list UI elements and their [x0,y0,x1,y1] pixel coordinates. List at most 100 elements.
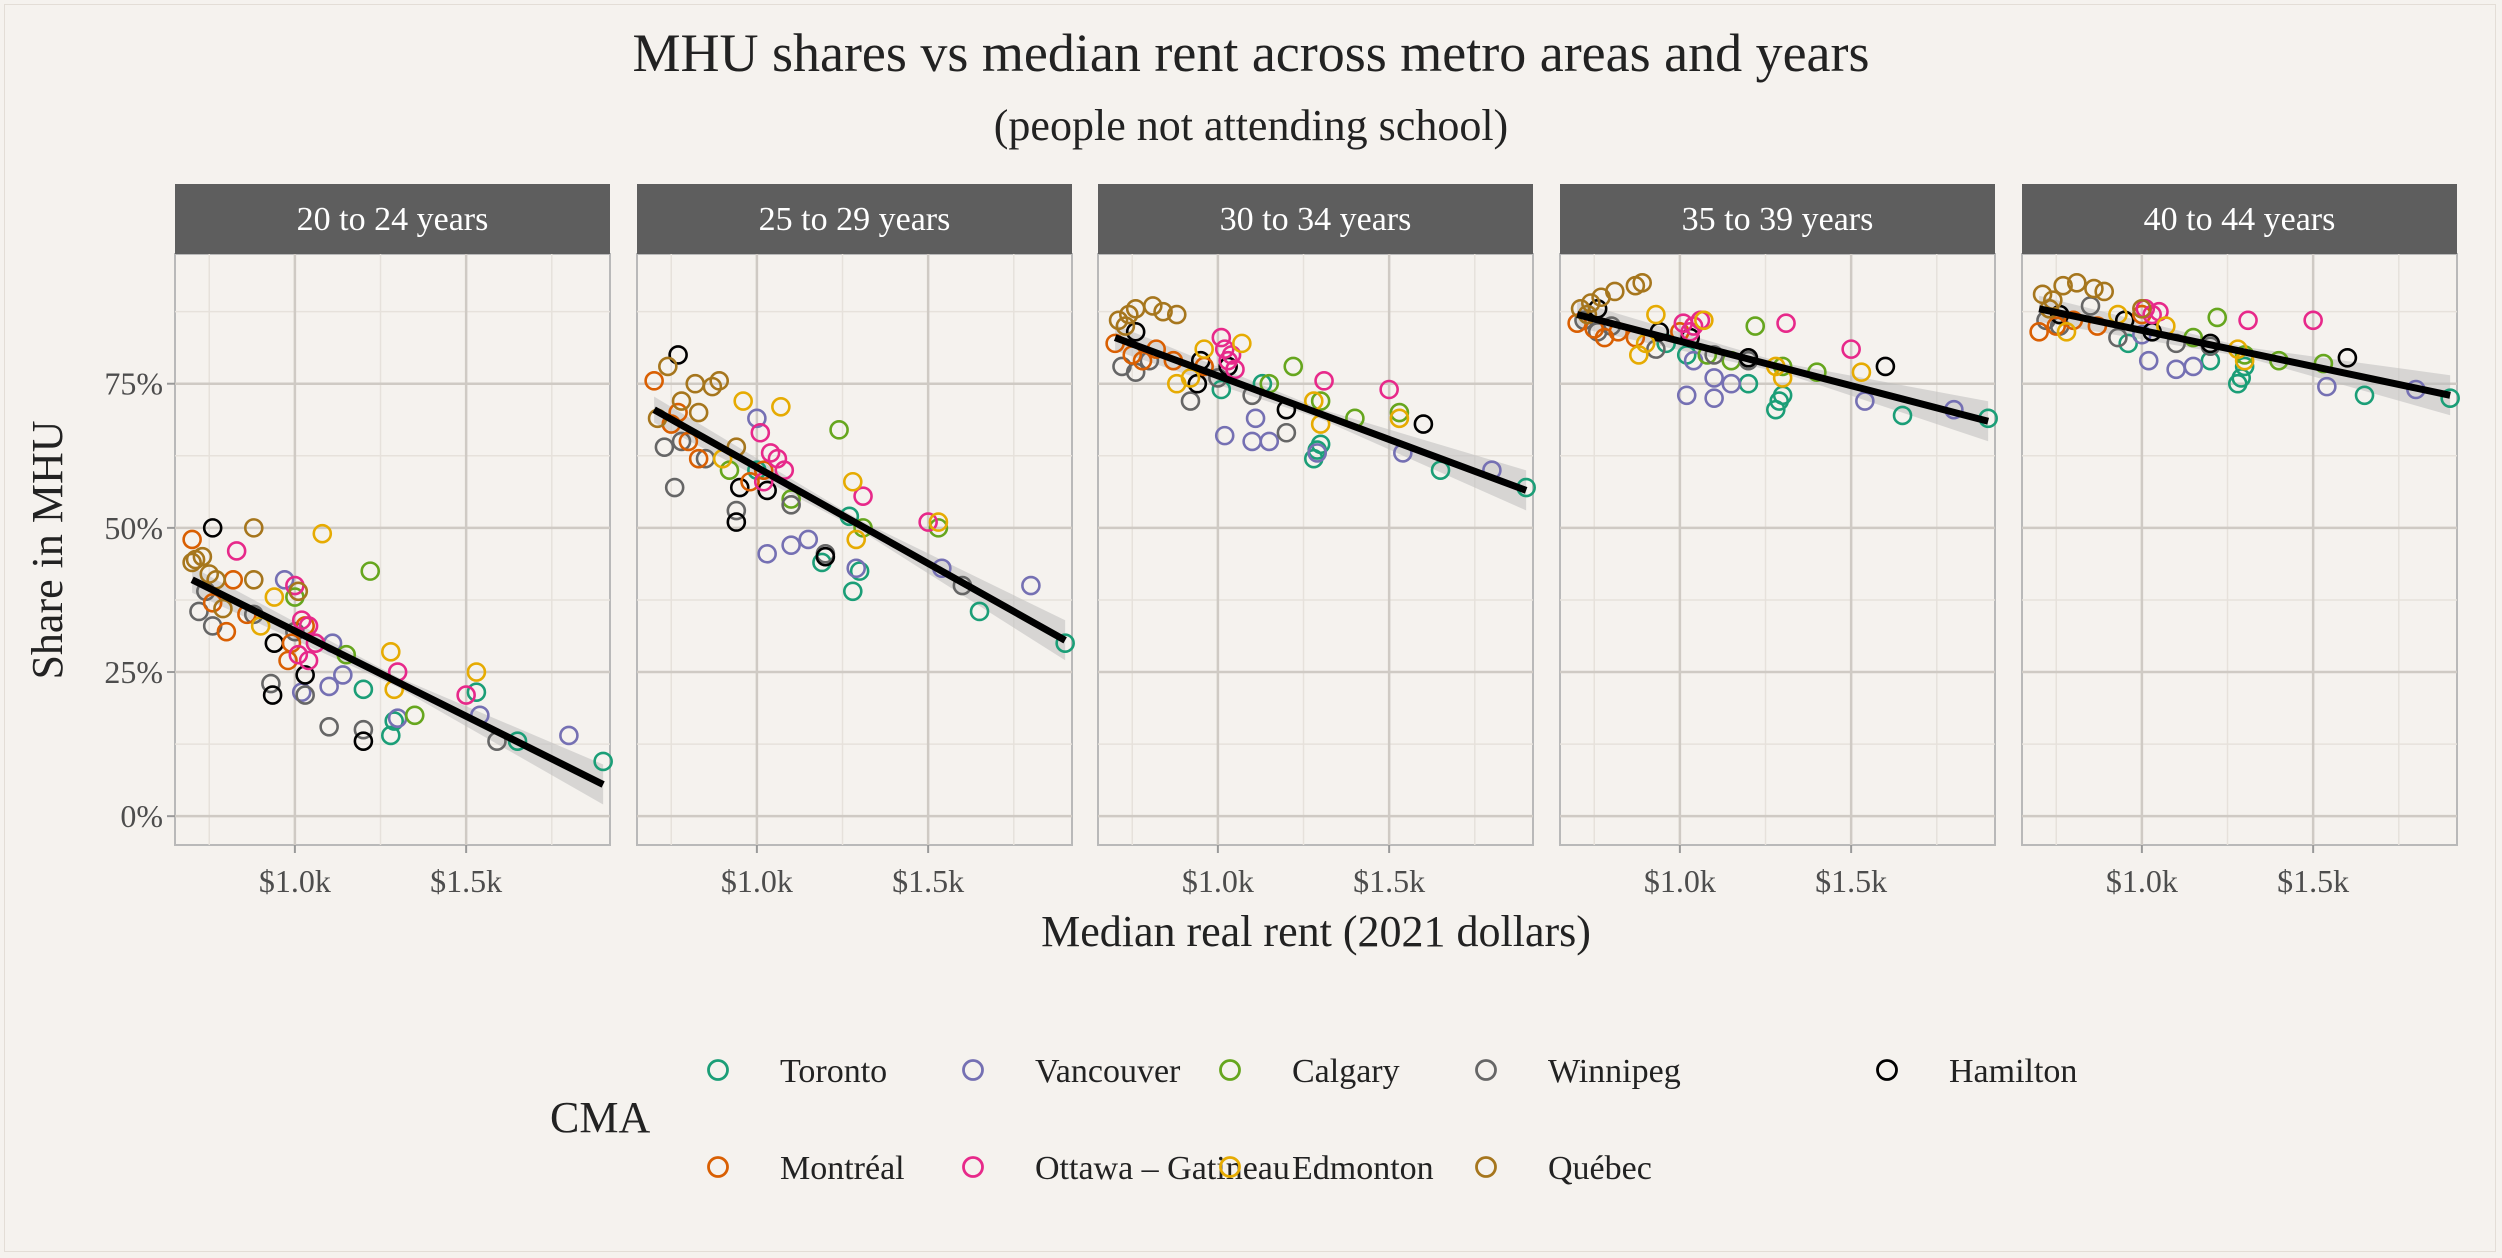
data-point [2118,333,2138,354]
data-point [2094,281,2115,302]
data-point [1153,301,1173,322]
data-point [1232,333,1252,354]
facet-label: 40 to 44 years [2144,201,2336,238]
data-point [1676,385,1697,406]
data-point [593,751,613,772]
data-point [1581,293,1601,313]
legend-item: Montréal [707,1150,905,1187]
data-point [1132,350,1153,371]
x-tick-label: $1.0k [1182,863,1254,899]
data-point [319,676,339,697]
data-point [771,396,791,417]
chart-frame [4,4,2496,1252]
data-point [726,512,747,532]
data-point [182,529,202,550]
x-tick-label: $1.5k [1353,863,1425,899]
data-point [750,422,771,443]
data-point [333,665,353,685]
chart-title: MHU shares vs median rent across metro a… [632,23,1870,83]
legend-key [1475,1156,1497,1178]
data-point [1605,281,1625,302]
data-point [264,587,285,607]
data-point [1314,371,1334,391]
data-point [1310,391,1331,411]
trend-line [652,406,1067,644]
facet-label: 25 to 29 years [759,201,951,238]
data-point [274,569,295,590]
panel-background [636,253,1073,846]
data-point [1389,408,1410,429]
facet-strip [1560,184,1995,254]
data-point [353,731,374,752]
panel-3: 30 to 34 years $1.0k $1.5k [1097,184,1536,899]
data-point [798,529,819,550]
facet-strip [175,184,610,254]
data-point [1259,431,1280,452]
data-point [182,552,202,573]
data-point [1214,425,1235,446]
data-point [918,512,938,532]
data-point [1413,414,1434,434]
data-point [846,529,867,550]
data-point [1632,273,1653,293]
data-point [295,685,315,705]
data-point [740,471,760,492]
data-point [319,716,339,737]
legend-item: Ottawa – Gatineau [962,1150,1290,1187]
y-tick-label: 50% [104,510,163,546]
data-point [842,581,863,602]
legend-item: Toronto [707,1053,887,1090]
data-point [1021,575,1041,596]
data-point [1704,388,1724,408]
data-point [216,621,237,642]
data-point [380,725,401,746]
data-point [295,665,315,685]
legend-label: Calgary [1292,1053,1400,1090]
data-point [757,544,777,564]
data-point [380,642,401,662]
trend-line [1113,334,1528,494]
data-point [243,518,264,538]
data-point [360,561,381,581]
data-point [2029,322,2049,342]
legend-label: Hamilton [1949,1053,2077,1090]
facet-label: 20 to 24 years [297,201,489,238]
x-tick-label: $1.5k [2277,863,2349,899]
data-point [1245,408,1266,429]
data-point [654,437,675,457]
legend-label: Ottawa – Gatineau [1035,1150,1290,1187]
data-point [1180,368,1201,388]
data-point [2142,304,2162,325]
legend-key [707,1156,729,1178]
data-point [1125,322,1146,342]
data-point [781,535,801,555]
data-point [1704,368,1724,388]
data-point [1166,304,1187,325]
data-point [688,448,709,469]
facet-strip [1098,184,1533,254]
data-point [2303,310,2323,331]
data-point [2183,356,2204,377]
x-tick-label: $1.5k [892,863,964,899]
data-point [1694,310,1714,331]
legend-item: Vancouver [962,1053,1181,1090]
data-point [2238,310,2258,331]
data-point [1841,339,1861,359]
trend-line [190,576,605,788]
y-tick-label: 0% [120,798,163,834]
data-point [1211,327,1232,348]
x-tick-label: $1.5k [430,863,502,899]
data-point [202,593,223,613]
data-point [815,546,836,567]
panel-background [1559,253,1996,846]
x-tick-label: $1.5k [1815,863,1887,899]
data-point [671,391,692,411]
facet-strip [637,184,1072,254]
data-point [1875,356,1896,377]
data-point [312,523,333,544]
data-point [726,500,747,521]
x-tick-label: $1.0k [259,863,331,899]
data-point [709,371,730,391]
data-point [928,518,949,538]
data-point [846,558,867,579]
